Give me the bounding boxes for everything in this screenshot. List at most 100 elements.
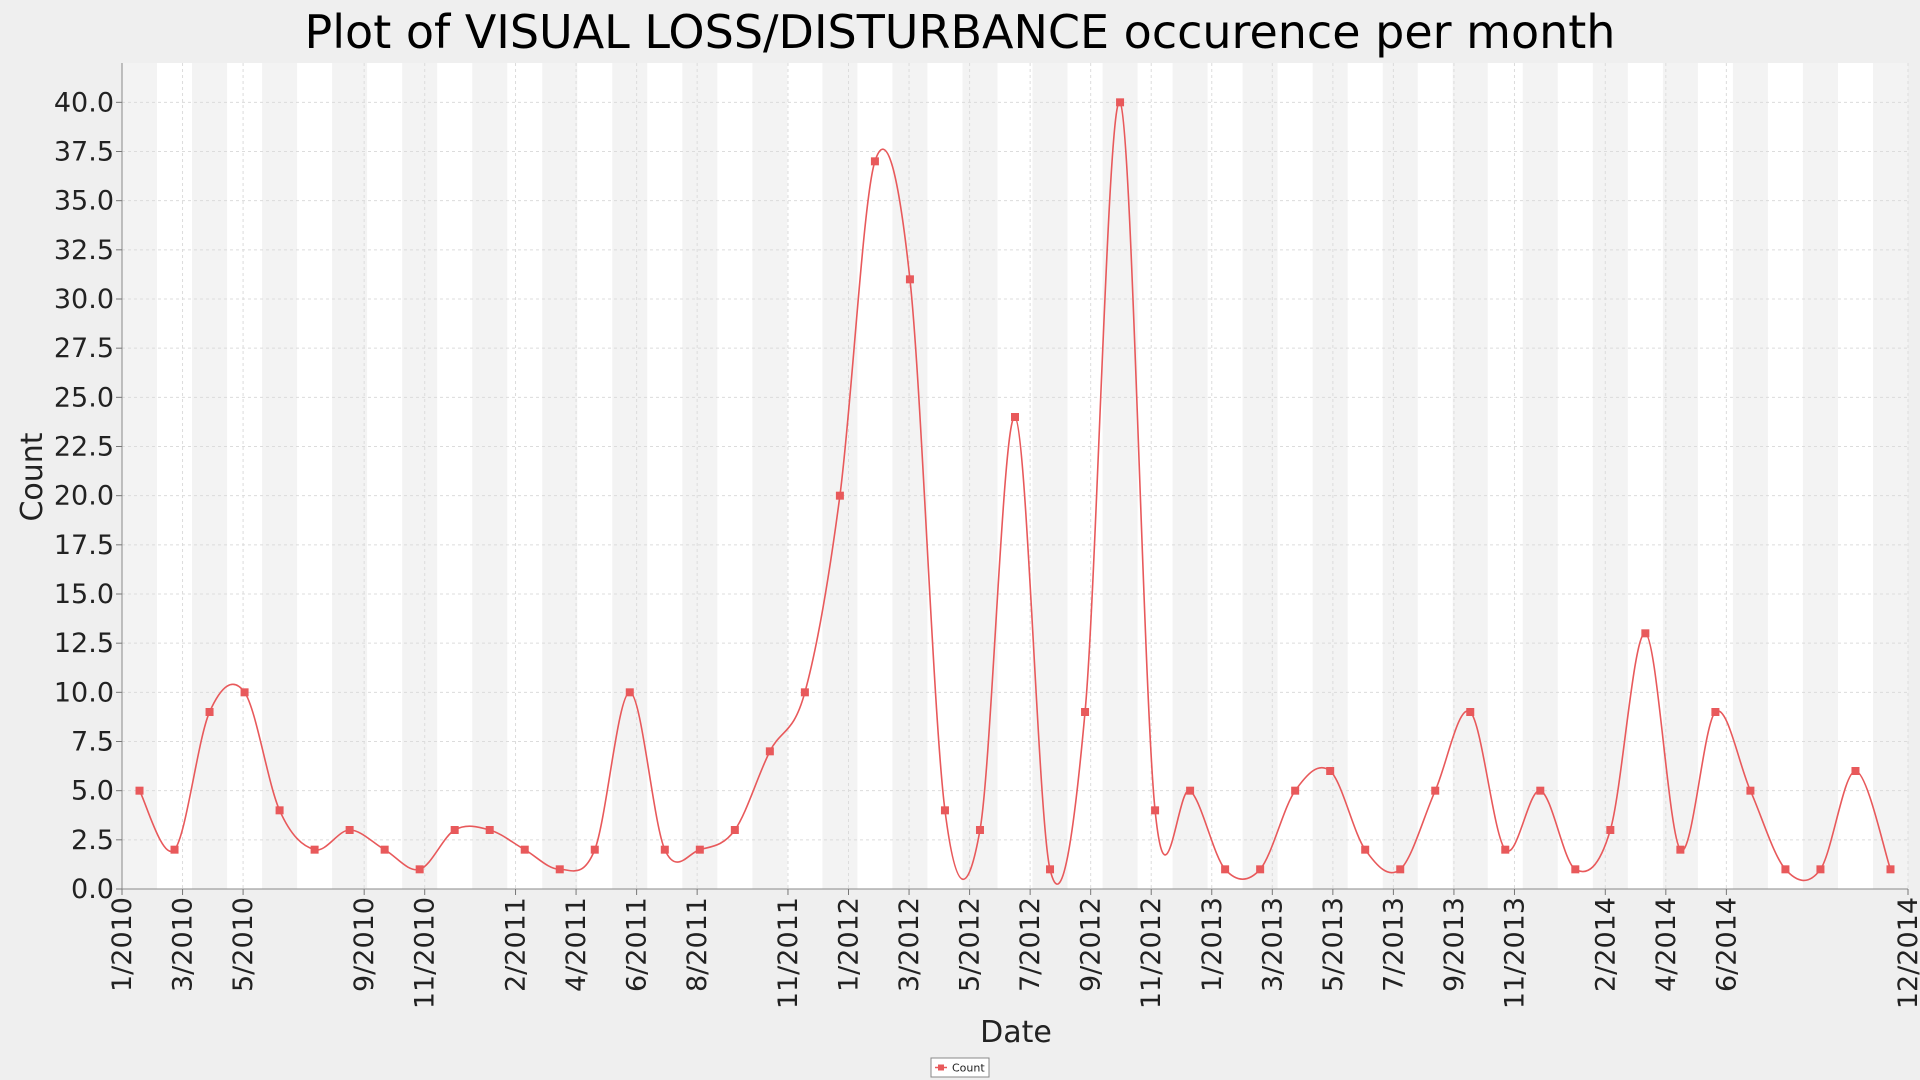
month-band xyxy=(1172,63,1208,889)
x-tick-label: 11/2011 xyxy=(773,897,804,1009)
x-axis-ticks: 1/2010 3/2010 5/2010 9/2010 11/2010 2/2011 4/2… xyxy=(107,889,1920,1009)
series-line xyxy=(138,101,1892,885)
data-point xyxy=(940,806,949,815)
data-point xyxy=(1746,786,1755,795)
month-band xyxy=(332,63,368,889)
month-band xyxy=(1032,63,1068,889)
month-band xyxy=(122,63,158,889)
y-tick-label: 40.0 xyxy=(54,87,114,118)
data-point xyxy=(1536,786,1545,795)
data-point xyxy=(275,806,284,815)
y-tick-label: 7.5 xyxy=(71,727,114,758)
x-tick-label: 4/2011 xyxy=(561,897,592,992)
x-tick-label: 1/2010 xyxy=(107,897,138,992)
month-band xyxy=(1522,63,1558,889)
y-axis-ticks: 0.0 2.5 5.0 7.5 10.0 12.5 15.0 17.5 20.0 22.5 25.0… xyxy=(54,87,122,905)
y-tick-label: 12.5 xyxy=(54,628,114,659)
data-point xyxy=(1571,865,1580,874)
month-band xyxy=(752,63,788,889)
data-point xyxy=(975,826,984,834)
data-point xyxy=(1291,786,1300,795)
legend-box xyxy=(930,1057,990,1078)
month-band xyxy=(682,63,718,889)
data-point xyxy=(380,845,389,854)
month-band xyxy=(822,63,858,889)
data-point xyxy=(695,845,704,854)
data-point xyxy=(205,708,214,716)
x-tick-label: 7/2012 xyxy=(1015,897,1046,992)
data-point xyxy=(345,826,354,834)
month-band xyxy=(1662,63,1698,889)
y-tick-label: 32.5 xyxy=(54,235,114,266)
month-band xyxy=(1382,63,1418,889)
x-tick-label: 11/2012 xyxy=(1136,897,1167,1009)
data-point xyxy=(835,491,844,500)
x-tick-label: 7/2013 xyxy=(1378,897,1409,992)
data-point xyxy=(765,747,774,756)
month-band xyxy=(1802,63,1838,889)
x-tick-label: 6/2014 xyxy=(1711,897,1742,992)
data-point xyxy=(415,865,424,874)
data-point xyxy=(590,845,599,854)
data-point xyxy=(1676,845,1685,854)
y-tick-label: 15.0 xyxy=(54,579,114,610)
data-point xyxy=(555,865,564,874)
data-point xyxy=(1431,786,1440,795)
data-point xyxy=(450,826,459,834)
data-point xyxy=(1501,845,1510,854)
y-tick-label: 5.0 xyxy=(71,776,114,807)
month-band xyxy=(472,63,508,889)
legend: Count xyxy=(930,1057,990,1078)
x-tick-label: 2/2011 xyxy=(501,897,532,992)
y-tick-label: 25.0 xyxy=(54,382,114,413)
data-point xyxy=(1256,865,1265,874)
x-tick-label: 1/2013 xyxy=(1197,897,1228,992)
data-point xyxy=(1466,708,1475,716)
data-point xyxy=(1851,767,1860,775)
data-point xyxy=(730,826,739,834)
data-point xyxy=(1011,413,1019,421)
data-point xyxy=(1116,98,1125,107)
x-tick-label: 3/2010 xyxy=(168,897,199,992)
data-point xyxy=(660,845,669,854)
x-tick-label: 9/2010 xyxy=(349,897,380,992)
y-tick-label: 22.5 xyxy=(54,432,114,463)
legend-label: Count xyxy=(952,1062,985,1075)
x-tick-label: 2/2014 xyxy=(1590,897,1621,992)
month-band xyxy=(542,63,578,889)
y-axis-label: Count xyxy=(15,432,50,521)
x-tick-label: 9/2012 xyxy=(1076,897,1107,992)
series-count xyxy=(135,98,1895,885)
month-band xyxy=(1452,63,1488,889)
x-tick-label: 3/2013 xyxy=(1257,897,1288,992)
month-band xyxy=(1732,63,1768,889)
y-tick-label: 35.0 xyxy=(54,186,114,217)
data-point xyxy=(1396,865,1405,874)
y-tick-label: 10.0 xyxy=(54,677,114,708)
y-tick-label: 20.0 xyxy=(54,481,114,512)
month-band xyxy=(262,63,298,889)
plot-area xyxy=(122,63,1908,889)
y-tick-label: 27.5 xyxy=(54,333,114,364)
data-point xyxy=(1151,806,1160,815)
data-point xyxy=(1816,865,1825,874)
legend-marker xyxy=(938,1064,944,1071)
y-tick-label: 37.5 xyxy=(54,137,114,168)
x-tick-label: 1/2012 xyxy=(834,897,865,992)
data-point xyxy=(1781,865,1790,874)
data-point xyxy=(240,688,249,697)
x-tick-label: 5/2010 xyxy=(228,897,259,992)
x-tick-label: 3/2012 xyxy=(894,897,925,992)
x-tick-label: 12/2014 xyxy=(1893,897,1920,1009)
x-tick-label: 8/2011 xyxy=(682,897,713,992)
data-point xyxy=(1711,708,1720,716)
data-point xyxy=(135,786,144,795)
x-tick-label: 9/2013 xyxy=(1439,897,1470,992)
month-band xyxy=(1312,63,1348,889)
data-point xyxy=(310,845,319,854)
data-point xyxy=(1606,826,1615,834)
data-point xyxy=(625,688,634,697)
data-point xyxy=(1326,767,1335,775)
data-point xyxy=(485,826,494,834)
